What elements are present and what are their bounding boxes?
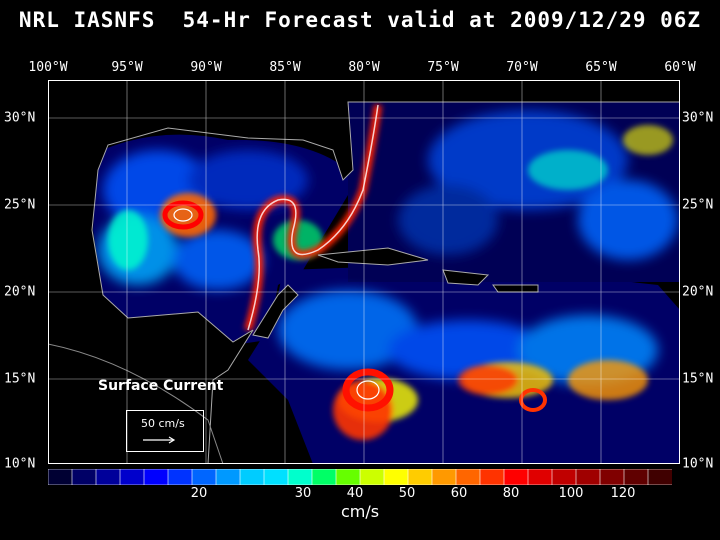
colorbar-tick-120: 120 (610, 486, 636, 501)
colorbar-swatch (623, 469, 649, 485)
lon-label-95w: 95°W (111, 60, 143, 75)
colorbar-swatch (359, 469, 385, 485)
colorbar-tick-50: 50 (398, 486, 416, 501)
graticule (48, 80, 680, 464)
reference-arrow-icon (143, 436, 176, 444)
colorbar-tick-60: 60 (450, 486, 468, 501)
colorbar-swatch (575, 469, 601, 485)
ocean-current-field (93, 102, 680, 464)
colorbar-swatch (71, 469, 97, 485)
coastline (48, 343, 224, 464)
lat-label-30n-right: 30°N (682, 110, 714, 126)
colorbar-swatch (383, 469, 409, 485)
colorbar-swatch (551, 469, 577, 485)
colorbar-swatch (119, 469, 145, 485)
colorbar-swatch (647, 469, 672, 485)
colorbar (48, 469, 672, 485)
colorbar-tick-100: 100 (558, 486, 584, 501)
colorbar-swatch (431, 469, 457, 485)
reference-vector-label: 50 cm/s (141, 417, 185, 430)
colorbar-swatch (48, 469, 73, 485)
colorbar-swatch (407, 469, 433, 485)
lon-label-90w: 90°W (190, 60, 222, 75)
colorbar-tick-40: 40 (346, 486, 364, 501)
colorbar-swatch (479, 469, 505, 485)
lon-label-65w: 65°W (585, 60, 617, 75)
forecast-title: NRL IASNFS 54-Hr Forecast valid at 2009/… (18, 8, 702, 32)
colorbar-swatch (95, 469, 121, 485)
colorbar-swatch (215, 469, 241, 485)
lat-label-15n-right: 15°N (682, 371, 714, 387)
lat-label-25n-left: 25°N (4, 197, 36, 213)
lat-label-10n-left: 10°N (4, 456, 36, 472)
lat-label-20n-right: 20°N (682, 284, 714, 300)
lat-label-15n-left: 15°N (4, 371, 36, 387)
colorbar-swatch (311, 469, 337, 485)
colorbar-swatch (167, 469, 193, 485)
lon-label-75w: 75°W (427, 60, 459, 75)
colorbar-swatch (335, 469, 361, 485)
lon-label-100w: 100°W (28, 60, 68, 75)
colorbar-tick-20: 20 (190, 486, 208, 501)
lon-label-80w: 80°W (348, 60, 380, 75)
colorbar-swatch (527, 469, 553, 485)
surface-current-map (48, 80, 680, 464)
lat-label-30n-left: 30°N (4, 110, 36, 126)
lon-label-60w: 60°W (664, 60, 696, 75)
colorbar-swatch (287, 469, 313, 485)
map-subtitle: Surface Current (98, 378, 224, 394)
map-frame (48, 80, 680, 464)
colorbar-swatch (455, 469, 481, 485)
colorbar-swatch (143, 469, 169, 485)
reference-vector-box: 50 cm/s (126, 410, 204, 452)
lat-label-10n-right: 10°N (682, 456, 714, 472)
colorbar-swatch (599, 469, 625, 485)
colorbar-tick-30: 30 (294, 486, 312, 501)
colorbar-swatch (503, 469, 529, 485)
colorbar-swatch (239, 469, 265, 485)
lat-label-20n-left: 20°N (4, 284, 36, 300)
colorbar-swatch (263, 469, 289, 485)
colorbar-units: cm/s (340, 502, 380, 521)
lon-label-70w: 70°W (506, 60, 538, 75)
colorbar-tick-80: 80 (502, 486, 520, 501)
lat-label-25n-right: 25°N (682, 197, 714, 213)
colorbar-swatch (191, 469, 217, 485)
lon-label-85w: 85°W (269, 60, 301, 75)
